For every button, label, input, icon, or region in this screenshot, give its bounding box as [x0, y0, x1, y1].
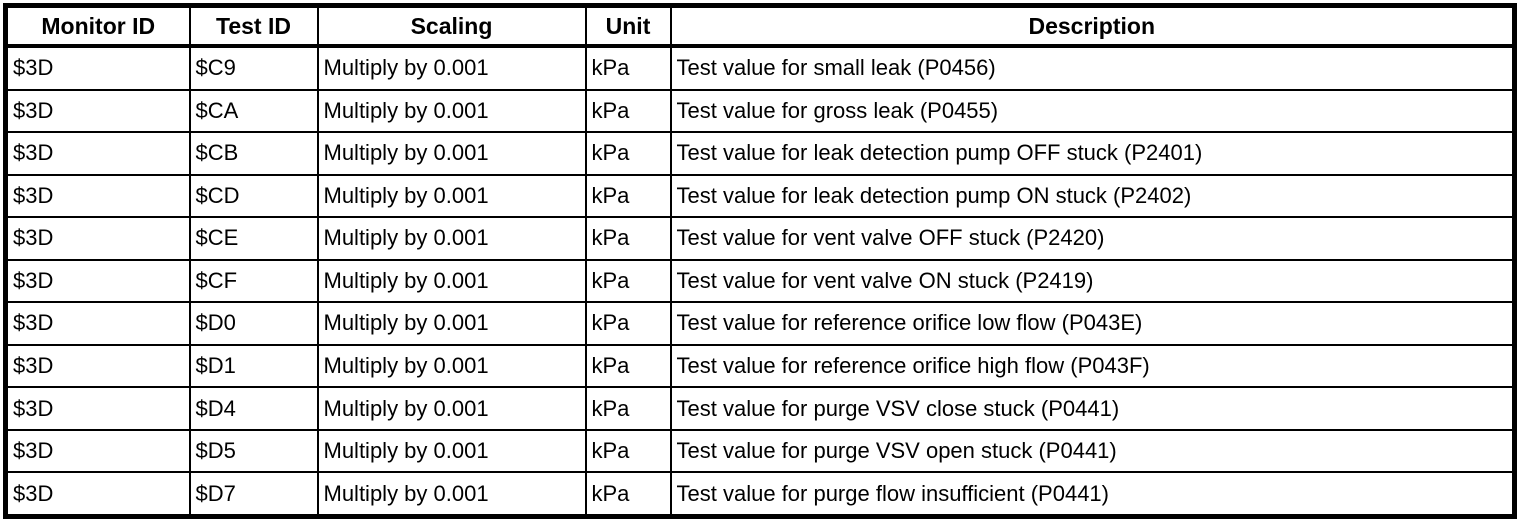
column-header-unit: Unit	[584, 4, 672, 48]
table-cell-description: Test value for vent valve ON stuck (P241…	[669, 258, 1516, 304]
table-cell-test-id: $D1	[188, 343, 319, 389]
table-cell-description: Test value for purge VSV open stuck (P04…	[669, 428, 1516, 474]
table-cell-unit: kPa	[584, 173, 672, 219]
column-header-scaling: Scaling	[316, 4, 587, 48]
table-cell-test-id: $CA	[188, 88, 319, 134]
table-row: $3D $D1 Multiply by 0.001 kPa Test value for…	[4, 343, 1516, 389]
table-cell-test-id: $C9	[188, 45, 319, 91]
table-cell-scaling: Multiply by 0.001	[316, 343, 587, 389]
table-cell-monitor-id: $3D	[4, 173, 191, 219]
table-cell-monitor-id: $3D	[4, 471, 191, 518]
table-cell-description: Test value for vent valve OFF stuck (P24…	[669, 216, 1516, 261]
table-cell-unit: kPa	[584, 301, 672, 346]
table-cell-test-id: $CF	[188, 258, 319, 304]
table-cell-unit: kPa	[584, 428, 672, 474]
table-cell-scaling: Multiply by 0.001	[316, 88, 587, 134]
column-header-monitor-id: Monitor ID	[4, 4, 191, 48]
table-row: $3D $CA Multiply by 0.001 kPa Test value for…	[4, 88, 1516, 134]
table-cell-description: Test value for gross leak (P0455)	[669, 88, 1516, 134]
table-cell-scaling: Multiply by 0.001	[316, 428, 587, 474]
table-row: $3D $CE Multiply by 0.001 kPa Test value for…	[4, 216, 1516, 261]
table-row: $3D $D5 Multiply by 0.001 kPa Test value for…	[4, 428, 1516, 474]
table-cell-scaling: Multiply by 0.001	[316, 45, 587, 91]
table-cell-unit: kPa	[584, 258, 672, 304]
table-row: $3D $D7 Multiply by 0.001 kPa Test value for…	[4, 471, 1516, 518]
table-cell-monitor-id: $3D	[4, 386, 191, 431]
table-row: $3D $D0 Multiply by 0.001 kPa Test value for…	[4, 301, 1516, 346]
table-cell-scaling: Multiply by 0.001	[316, 301, 587, 346]
column-header-test-id: Test ID	[188, 4, 319, 48]
table-cell-description: Test value for leak detection pump OFF s…	[669, 131, 1516, 176]
table-row: $3D $C9 Multiply by 0.001 kPa Test value for…	[4, 45, 1516, 91]
table-cell-description: Test value for purge flow insufficient (…	[669, 471, 1516, 518]
table-cell-monitor-id: $3D	[4, 88, 191, 134]
table-cell-unit: kPa	[584, 216, 672, 261]
table-row: $3D $D4 Multiply by 0.001 kPa Test value for…	[4, 386, 1516, 431]
table-header: Monitor ID Test ID Scaling Unit Descript…	[4, 4, 1516, 48]
table-cell-unit: kPa	[584, 88, 672, 134]
table-header-row: Monitor ID Test ID Scaling Unit Descript…	[4, 4, 1516, 48]
table-cell-unit: kPa	[584, 471, 672, 518]
table-cell-monitor-id: $3D	[4, 343, 191, 389]
table-cell-test-id: $D7	[188, 471, 319, 518]
table-cell-unit: kPa	[584, 343, 672, 389]
table-cell-unit: kPa	[584, 45, 672, 91]
table-cell-test-id: $D5	[188, 428, 319, 474]
table-cell-test-id: $CE	[188, 216, 319, 261]
table-cell-monitor-id: $3D	[4, 428, 191, 474]
table-cell-monitor-id: $3D	[4, 301, 191, 346]
table-cell-scaling: Multiply by 0.001	[316, 173, 587, 219]
table-cell-test-id: $D0	[188, 301, 319, 346]
monitor-test-table: Monitor ID Test ID Scaling Unit Descript…	[3, 3, 1517, 519]
table-cell-monitor-id: $3D	[4, 258, 191, 304]
table-cell-scaling: Multiply by 0.001	[316, 216, 587, 261]
column-header-description: Description	[669, 4, 1516, 48]
table-cell-description: Test value for reference orifice high fl…	[669, 343, 1516, 389]
table-cell-test-id: $CB	[188, 131, 319, 176]
table-cell-test-id: $D4	[188, 386, 319, 431]
table-cell-unit: kPa	[584, 131, 672, 176]
table-cell-unit: kPa	[584, 386, 672, 431]
table-cell-monitor-id: $3D	[4, 131, 191, 176]
table-cell-monitor-id: $3D	[4, 216, 191, 261]
table-cell-monitor-id: $3D	[4, 45, 191, 91]
table-cell-scaling: Multiply by 0.001	[316, 131, 587, 176]
table-cell-description: Test value for reference orifice low flo…	[669, 301, 1516, 346]
table-cell-test-id: $CD	[188, 173, 319, 219]
table-row: $3D $CF Multiply by 0.001 kPa Test value for…	[4, 258, 1516, 304]
table-cell-description: Test value for leak detection pump ON st…	[669, 173, 1516, 219]
table-body: $3D $C9 Multiply by 0.001 kPa Test value for…	[4, 45, 1516, 518]
table-cell-scaling: Multiply by 0.001	[316, 471, 587, 518]
table-cell-scaling: Multiply by 0.001	[316, 258, 587, 304]
table-row: $3D $CB Multiply by 0.001 kPa Test value for…	[4, 131, 1516, 176]
table-cell-scaling: Multiply by 0.001	[316, 386, 587, 431]
table-cell-description: Test value for small leak (P0456)	[669, 45, 1516, 91]
table-row: $3D $CD Multiply by 0.001 kPa Test value for…	[4, 173, 1516, 219]
table-cell-description: Test value for purge VSV close stuck (P0…	[669, 386, 1516, 431]
